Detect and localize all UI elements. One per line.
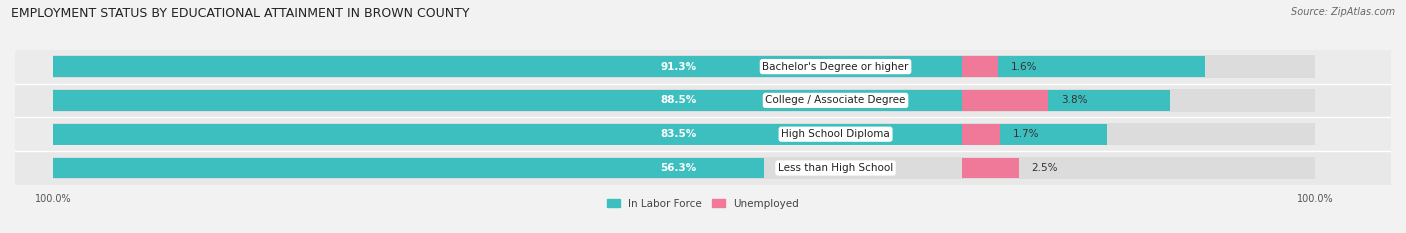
Bar <box>53 124 1107 145</box>
Text: 1.7%: 1.7% <box>1014 129 1039 139</box>
Text: Less than High School: Less than High School <box>778 163 893 173</box>
Legend: In Labor Force, Unemployed: In Labor Force, Unemployed <box>607 199 799 209</box>
Text: College / Associate Degree: College / Associate Degree <box>765 95 905 105</box>
Bar <box>53 158 763 178</box>
Bar <box>962 158 1018 178</box>
Text: 83.5%: 83.5% <box>661 129 697 139</box>
Text: 88.5%: 88.5% <box>661 95 697 105</box>
Bar <box>962 90 1047 111</box>
Bar <box>53 123 1315 145</box>
Bar <box>53 157 1315 179</box>
Bar <box>53 90 1170 111</box>
Bar <box>15 117 1391 151</box>
Bar <box>53 56 1205 77</box>
Text: Source: ZipAtlas.com: Source: ZipAtlas.com <box>1291 7 1395 17</box>
Text: High School Diploma: High School Diploma <box>782 129 890 139</box>
Bar <box>962 124 1001 145</box>
Bar <box>53 89 1315 112</box>
Text: 1.6%: 1.6% <box>1011 62 1038 72</box>
Bar <box>15 83 1391 117</box>
Text: 3.8%: 3.8% <box>1060 95 1087 105</box>
Text: EMPLOYMENT STATUS BY EDUCATIONAL ATTAINMENT IN BROWN COUNTY: EMPLOYMENT STATUS BY EDUCATIONAL ATTAINM… <box>11 7 470 20</box>
Text: Bachelor's Degree or higher: Bachelor's Degree or higher <box>762 62 908 72</box>
Bar <box>15 151 1391 185</box>
Bar <box>53 55 1315 78</box>
Text: 2.5%: 2.5% <box>1031 163 1057 173</box>
Bar <box>15 50 1391 83</box>
Bar <box>962 56 998 77</box>
Text: 91.3%: 91.3% <box>661 62 697 72</box>
Text: 56.3%: 56.3% <box>661 163 697 173</box>
